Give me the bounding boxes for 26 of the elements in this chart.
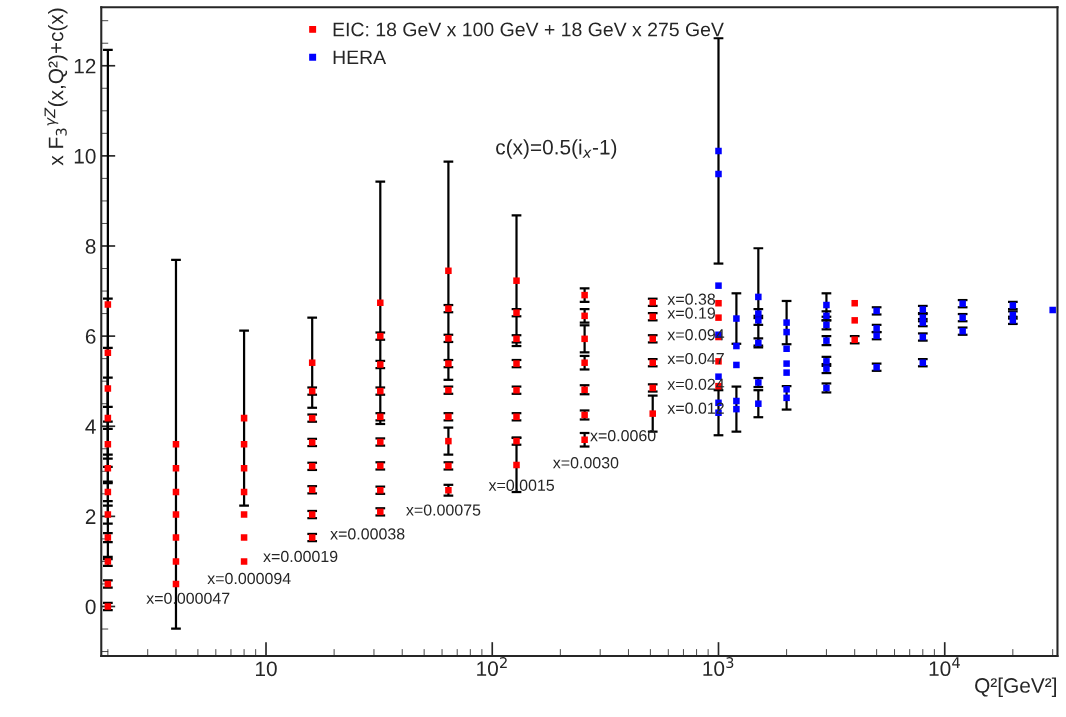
y-tick-label: 0 — [85, 599, 96, 615]
annotation: x=0.00038 — [330, 528, 405, 540]
legend-label: EIC: 18 GeV x 100 GeV + 18 GeV x 275 GeV — [333, 22, 724, 37]
x-axis-title: Q²[GeV²] — [975, 677, 1056, 697]
annotation: x=0.19 — [667, 307, 715, 319]
x-tick-label: 10$^{2}$ — [477, 657, 507, 677]
y-tick-label: 4 — [85, 419, 96, 434]
y-axis-title: x F$_{3}$$^{γZ}$(x,Q²)+c(x) — [44, 8, 68, 166]
y-tick-label: 8 — [85, 239, 96, 254]
annotation: c(x)=0.5(i$_{x}$-1) — [496, 139, 617, 159]
y-tick-label: 10 — [74, 148, 96, 164]
annotation: x=0.024 — [667, 378, 725, 390]
annotation: x=0.38 — [667, 293, 716, 305]
annotation: x=0.00075 — [406, 504, 481, 516]
annotation: x=0.0030 — [552, 457, 619, 469]
y-tick-label: 12 — [74, 58, 96, 74]
annotation: x=0.047 — [667, 352, 724, 365]
annotation: x=0.0060 — [590, 430, 656, 442]
y-tick-label: 2 — [85, 509, 96, 524]
legend-label: HERA — [333, 50, 387, 65]
annotation: x=0.00019 — [263, 550, 338, 563]
y-tick-label: 6 — [85, 329, 96, 344]
annotation: x=0.000094 — [207, 572, 291, 585]
x-tick-label: 10$^{3}$ — [703, 657, 734, 677]
x-tick-label: 10$^{4}$ — [929, 657, 960, 677]
x-tick-label: 10 — [256, 661, 277, 677]
